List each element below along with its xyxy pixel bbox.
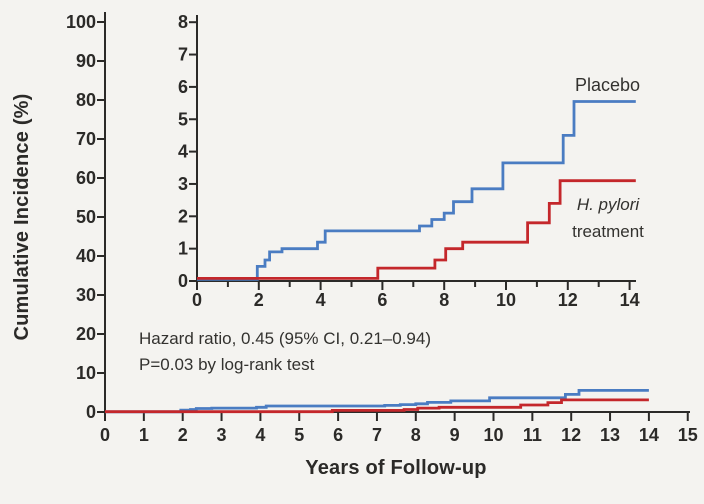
main-x-tick-label: 8 — [411, 425, 421, 445]
inset-y-tick-label: 5 — [178, 109, 188, 129]
inset-y-tick-label: 1 — [178, 239, 188, 259]
main-y-tick-label: 80 — [76, 90, 96, 110]
inset-x-tick-label: 0 — [192, 290, 202, 310]
inset-x-tick-label: 12 — [558, 290, 578, 310]
main-y-tick-label: 90 — [76, 51, 96, 71]
main-x-tick-label: 15 — [678, 425, 698, 445]
statistics-annotation: Hazard ratio, 0.45 (95% CI, 0.21–0.94) P… — [139, 326, 431, 378]
main-y-tick-label: 10 — [76, 363, 96, 383]
y-axis-title: Cumulative Incidence (%) — [11, 93, 33, 341]
main-x-tick-label: 9 — [450, 425, 460, 445]
main-y-tick-label: 100 — [66, 12, 96, 32]
treatment-series-label-line2: treatment — [572, 222, 644, 241]
main-y-tick-label: 40 — [76, 246, 96, 266]
inset-x-tick-label: 10 — [496, 290, 516, 310]
hazard-ratio-text: Hazard ratio, 0.45 (95% CI, 0.21–0.94) — [139, 329, 431, 348]
treatment-series-label: H. pylori treatment — [553, 191, 663, 245]
main-x-tick-label: 7 — [372, 425, 382, 445]
inset-y-tick-label: 2 — [178, 206, 188, 226]
main-x-tick-label: 11 — [523, 425, 542, 445]
main-x-tick-label: 12 — [561, 425, 581, 445]
inset-x-tick-label: 8 — [439, 290, 449, 310]
main-x-tick-label: 3 — [217, 425, 227, 445]
inset-y-tick-label: 7 — [178, 45, 188, 65]
inset-y-tick-label: 8 — [178, 12, 188, 32]
inset-y-tick-label: 3 — [178, 174, 188, 194]
inset-x-tick-label: 2 — [254, 290, 264, 310]
main-y-tick-label: 0 — [86, 402, 96, 422]
inset-curve-placebo — [197, 100, 636, 281]
inset-curve-h-pylori-treatment — [197, 179, 636, 280]
inset-x-tick-label: 4 — [316, 290, 326, 310]
main-x-tick-label: 14 — [639, 425, 659, 445]
inset-x-tick-label: 14 — [620, 290, 640, 310]
main-curve-placebo — [105, 389, 649, 414]
main-x-tick-label: 13 — [600, 425, 620, 445]
inset-y-tick-label: 0 — [178, 271, 188, 291]
main-x-tick-label: 4 — [255, 425, 265, 445]
placebo-series-label: Placebo — [575, 75, 641, 95]
inset-y-tick-label: 4 — [178, 142, 188, 162]
main-y-tick-label: 30 — [76, 285, 96, 305]
x-axis-title: Years of Follow-up — [305, 457, 487, 479]
main-x-tick-label: 10 — [483, 425, 503, 445]
treatment-series-label-line1: H. pylori — [576, 195, 640, 214]
main-x-tick-label: 2 — [178, 425, 188, 445]
main-x-tick-label: 6 — [333, 425, 343, 445]
main-y-tick-label: 60 — [76, 168, 96, 188]
main-y-tick-label: 20 — [76, 324, 96, 344]
pvalue-text: P=0.03 by log-rank test — [139, 355, 315, 374]
inset-x-tick-label: 6 — [377, 290, 387, 310]
main-y-tick-label: 50 — [76, 207, 96, 227]
main-x-tick-label: 0 — [100, 425, 110, 445]
main-x-tick-label: 1 — [139, 425, 149, 445]
main-curve-h-pylori-treatment — [105, 398, 649, 414]
inset-y-tick-label: 6 — [178, 77, 188, 97]
main-y-tick-label: 70 — [76, 129, 96, 149]
main-x-tick-label: 5 — [294, 425, 304, 445]
